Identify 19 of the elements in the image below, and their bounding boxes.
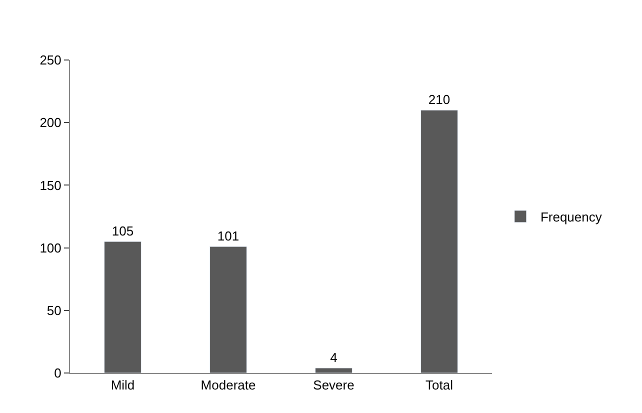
y-tick-label: 200 [40,115,62,130]
x-tick-label: Moderate [200,378,256,393]
y-tick-label: 0 [54,366,62,381]
data-label: 105 [112,224,134,239]
data-label: 210 [428,92,450,108]
y-tick-label: 100 [40,240,62,256]
y-tick-label: 50 [46,302,62,318]
bar [104,241,142,373]
bar [210,246,247,373]
x-tick-label: Mild [110,378,135,393]
data-label: 101 [217,228,240,244]
bar [315,368,352,373]
y-tick-label: 150 [40,178,62,193]
data-label: 4 [330,350,338,365]
y-tick-label: 250 [40,52,62,68]
x-tick-label: Severe [313,378,354,393]
legend-label: Frequency [540,210,602,225]
x-tick-label: Total [426,378,454,393]
bar [420,110,458,373]
